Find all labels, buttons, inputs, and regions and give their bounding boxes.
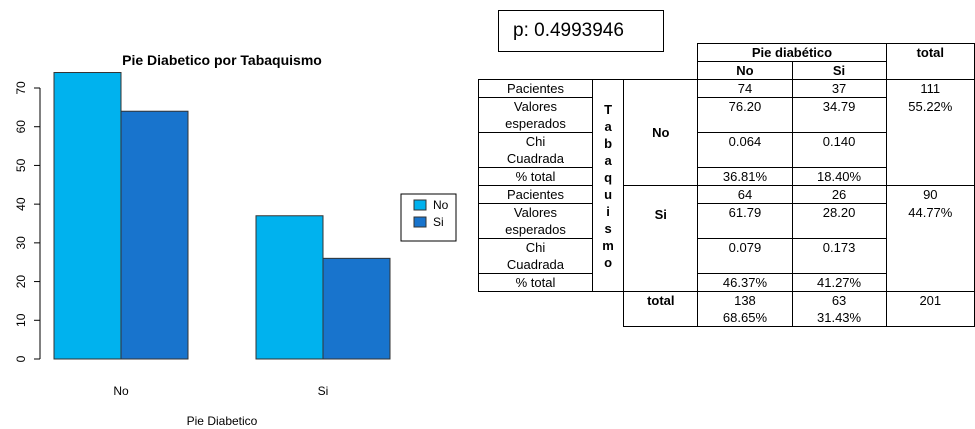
cell: 41.27%: [791, 273, 887, 292]
cell: 0.079: [697, 238, 793, 274]
tabaquismo-letter: q: [604, 169, 613, 185]
cell: 90: [885, 185, 975, 204]
tabaquismo-letter: i: [606, 203, 610, 219]
tabaquismo-letter: a: [604, 118, 612, 134]
tabaquismo-letter: s: [604, 220, 612, 236]
tabaquismo-letter: T: [604, 101, 613, 117]
y-tick-label: 50: [14, 158, 28, 172]
table-total-row: total 138 68.65% 63 31.43% 201: [479, 291, 975, 327]
legend-box: [400, 193, 457, 242]
cell: 18.40%: [791, 167, 887, 186]
label-chi-cuadrada: Chi Cuadrada: [478, 132, 593, 168]
legend-swatch: [413, 199, 427, 211]
bars: [53, 72, 391, 360]
label-valores-esperados: Valores esperados: [478, 203, 593, 239]
tabaquismo-letter: o: [604, 254, 613, 270]
label-line: Chi: [525, 134, 546, 149]
table-row: Valores esperados 61.79 28.20 44.77%: [478, 203, 975, 292]
legend-label: Si: [433, 215, 444, 229]
bar-si-si: [322, 257, 391, 360]
cell: 0.064: [697, 132, 793, 168]
header-si: Si: [791, 61, 887, 80]
total-si-n: 63: [831, 293, 847, 308]
table-row: Pacientes Si 64 26 90: [478, 185, 975, 292]
cell: 36.81%: [697, 167, 793, 186]
y-tick-label: 10: [14, 313, 28, 327]
x-axis-title: Pie Diabetico: [187, 414, 258, 428]
label-line: Valores: [513, 205, 558, 220]
header-total: total: [885, 43, 975, 80]
cell: 37: [791, 79, 887, 98]
total-no-pct: 68.65%: [722, 310, 767, 325]
table-header-row: Pie diabético total: [479, 43, 975, 80]
total-row-label: total: [623, 291, 699, 327]
legend-label: No: [433, 198, 449, 212]
total-no-n: 138: [734, 293, 756, 308]
group-label-si: Si: [623, 185, 699, 292]
label-valores-esperados: Valores esperados: [478, 97, 593, 133]
tabaquismo-letter: u: [604, 186, 613, 202]
chart-title: Pie Diabetico por Tabaquismo: [122, 52, 322, 68]
x-axis-labels: No Si: [113, 384, 328, 398]
cell: 61.79: [697, 203, 793, 239]
p-value-box: p: 0.4993946: [498, 10, 664, 52]
x-tick-label: Si: [318, 384, 329, 398]
header-pie-diabetico: Pie diabético: [697, 43, 887, 62]
tabaquismo-letter: m: [602, 237, 614, 253]
table-row: Chi Cuadrada 0.064 0.140: [478, 132, 975, 168]
cell: 34.79: [791, 97, 887, 133]
table-row: % total 36.81% 18.40%: [478, 167, 975, 186]
label-line: Valores: [513, 99, 558, 114]
bar-no-no: [53, 72, 122, 360]
label-line: Cuadrada: [506, 151, 565, 166]
y-tick-label: 70: [14, 81, 28, 95]
tabaquismo-letter: b: [604, 135, 613, 151]
label-chi-cuadrada: Chi Cuadrada: [478, 238, 593, 274]
table-row: % total 46.37% 41.27%: [478, 273, 975, 292]
group-label-no: No: [623, 79, 699, 186]
cell: 63 31.43%: [791, 291, 887, 327]
y-tick-label: 20: [14, 275, 28, 289]
cell: 55.22%: [885, 97, 975, 186]
y-tick-label: 60: [14, 120, 28, 134]
cell: 0.140: [791, 132, 887, 168]
y-tick-label: 30: [14, 236, 28, 250]
cell: 138 68.65%: [697, 291, 793, 327]
label-pct-total: % total: [478, 273, 593, 292]
y-axis: 0 10 20 30 40 50 60 70: [14, 81, 41, 362]
label-line: esperados: [505, 116, 566, 131]
tabaquismo-letter: a: [604, 152, 612, 168]
cell: 44.77%: [885, 203, 975, 292]
legend-swatch: [413, 216, 427, 228]
table-row: Valores esperados 76.20 34.79 55.22%: [478, 97, 975, 186]
cell: 76.20: [697, 97, 793, 133]
cell: 111: [885, 79, 975, 98]
legend: No Si: [400, 193, 457, 242]
label-line: Cuadrada: [506, 257, 565, 272]
cell: 0.173: [791, 238, 887, 274]
y-tick-label: 40: [14, 197, 28, 211]
x-tick-label: No: [113, 384, 129, 398]
cell: 26: [791, 185, 887, 204]
y-tick-label: 0: [14, 355, 28, 362]
bar-chart: Pie Diabetico por Tabaquismo 0 10 20 30 40 50…: [14, 52, 457, 428]
label-pct-total: % total: [478, 167, 593, 186]
total-si-pct: 31.43%: [817, 310, 862, 325]
label-pacientes: Pacientes: [478, 185, 593, 204]
cell: 74: [697, 79, 793, 98]
label-pacientes: Pacientes: [478, 79, 593, 98]
label-line: esperados: [505, 222, 566, 237]
header-no: No: [697, 61, 793, 80]
cell: 201: [885, 291, 975, 327]
label-line: Chi: [525, 240, 546, 255]
cell: 46.37%: [697, 273, 793, 292]
cell: 28.20: [791, 203, 887, 239]
cell: 64: [697, 185, 793, 204]
bar-si-no: [255, 215, 324, 360]
bar-no-si: [120, 110, 189, 360]
